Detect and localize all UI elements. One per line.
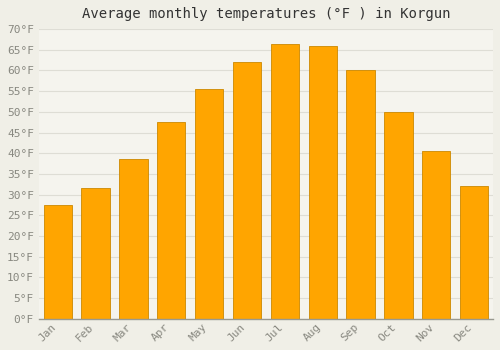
Bar (460, 187, 488, 319)
Title: Average monthly temperatures (°F ) in Korgun: Average monthly temperatures (°F ) in Ko… (82, 7, 450, 21)
Bar (157, 122, 186, 319)
Bar (44, 205, 72, 319)
Bar (233, 62, 261, 319)
Bar (82, 188, 110, 319)
Bar (384, 112, 412, 319)
Bar (119, 160, 148, 319)
Bar (195, 89, 224, 319)
Bar (308, 46, 337, 319)
Bar (270, 43, 299, 319)
Bar (346, 70, 375, 319)
Bar (422, 151, 450, 319)
